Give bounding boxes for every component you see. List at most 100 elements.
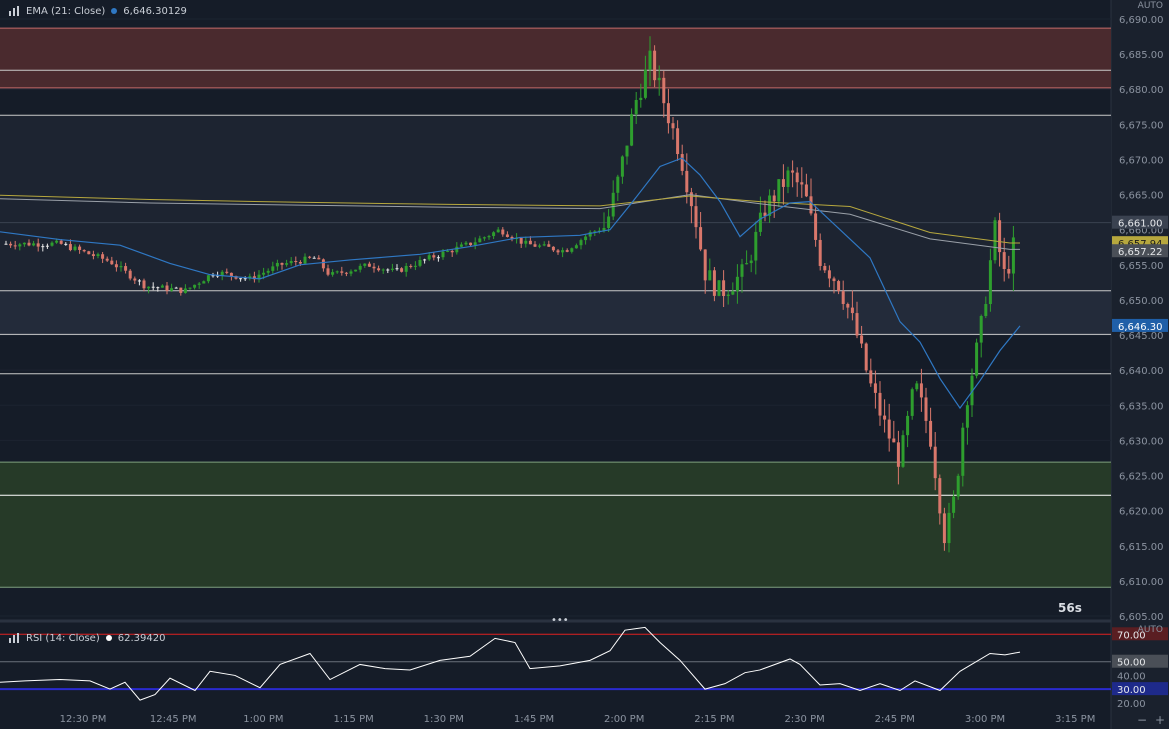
candle-body (929, 420, 933, 447)
price-axis-bg (1111, 0, 1169, 729)
time-tick-label: 2:30 PM (784, 714, 824, 725)
price-label-bg (1112, 244, 1168, 258)
candle-body (947, 512, 951, 544)
candle-body (82, 249, 86, 252)
candle-body (708, 270, 712, 281)
candle-body (68, 244, 72, 251)
time-tick-label: 1:15 PM (333, 714, 373, 725)
rsi-legend[interactable]: RSI (14: Close) 62.39420 (8, 632, 165, 644)
bar-countdown: 56s (1058, 601, 1082, 615)
candle-body (754, 231, 758, 261)
candle-body (639, 97, 643, 100)
candle-body (27, 242, 31, 246)
candle-body (970, 375, 974, 406)
candle-body (887, 419, 891, 439)
rsi-level-label-bg (1112, 654, 1168, 668)
candle-body (551, 246, 555, 251)
candle-body (50, 242, 54, 246)
candle-body (519, 237, 523, 244)
candle-body (229, 272, 233, 277)
price-tick-label: 6,620.00 (1119, 507, 1164, 518)
candle-body (73, 246, 77, 251)
candle-body (317, 257, 321, 260)
candle-body (413, 265, 417, 267)
candle-body (262, 272, 266, 275)
candle-body (395, 268, 399, 270)
rsi-legend-value: 62.39420 (117, 632, 166, 644)
candle-body (22, 242, 26, 245)
candle-body (869, 370, 873, 384)
candle-body (749, 260, 753, 264)
candle-body (827, 270, 831, 279)
candle-body (450, 250, 454, 253)
candle-body (878, 392, 882, 416)
candle-body (326, 268, 330, 275)
price-scale-auto-toggle[interactable]: AUTO (1137, 1, 1163, 11)
candle-body (694, 206, 698, 228)
ema21-line (0, 157, 1021, 410)
candle-body (78, 246, 82, 250)
candle-body (423, 259, 427, 261)
candle-body (179, 287, 183, 293)
rsi-level-label-bg (1112, 627, 1168, 641)
candle-body (680, 154, 684, 171)
candle-body (602, 227, 606, 231)
candle-body (933, 446, 937, 479)
zoom-in-button[interactable]: + (1154, 713, 1165, 727)
ema-gold-line (0, 194, 1020, 244)
time-tick-label: 12:30 PM (60, 714, 107, 725)
candle-body (110, 260, 114, 265)
candle-body (993, 220, 997, 261)
candle-body (910, 389, 914, 416)
ema-legend[interactable]: EMA (21: Close) 6,646.30129 (8, 5, 187, 17)
candle-body (64, 243, 68, 245)
candle-body (685, 170, 689, 193)
candle-body (363, 263, 367, 266)
pane-resize-handle[interactable]: ••• (551, 615, 569, 626)
candle-body (896, 442, 900, 467)
candle-body (372, 266, 376, 269)
candle-body (312, 257, 316, 259)
candle-body (758, 212, 762, 232)
candle-body (901, 435, 905, 467)
candle-body (593, 231, 597, 233)
candle-body (87, 251, 91, 255)
rsi-scale-auto-toggle[interactable]: AUTO (1137, 625, 1163, 635)
candle-body (556, 250, 560, 253)
price-tick-label: 6,670.00 (1119, 155, 1164, 166)
candle-body (942, 513, 946, 544)
candle-body (55, 240, 59, 243)
price-zone (0, 290, 1111, 335)
candle-body (712, 270, 716, 296)
candle-body (883, 415, 887, 420)
rsi-pane-bg (0, 624, 1111, 706)
candle-body (786, 170, 790, 187)
candle-body (404, 265, 408, 272)
candle-body (128, 270, 132, 279)
candle-body (390, 268, 394, 270)
candle-body (188, 287, 192, 289)
candle-body (616, 176, 620, 193)
candle-body (321, 259, 325, 269)
candle-body (41, 246, 45, 248)
price-label-bg (1112, 318, 1168, 332)
candle-body (216, 275, 220, 277)
zoom-out-button[interactable]: − (1136, 713, 1147, 727)
candle-body (528, 240, 532, 245)
candle-body (358, 265, 362, 270)
candle-body (676, 128, 680, 155)
candle-body (533, 244, 537, 247)
candle-body (984, 304, 988, 317)
time-tick-label: 3:15 PM (1055, 714, 1095, 725)
candle-body (257, 274, 261, 280)
candle-body (919, 383, 923, 398)
candle-body (570, 248, 574, 252)
price-label: 6,657.22 (1118, 247, 1163, 258)
price-tick-label: 6,665.00 (1119, 191, 1164, 202)
rsi-tick-label: 50.00 (1117, 658, 1146, 669)
candle-body (418, 259, 422, 266)
candle-body (151, 286, 155, 288)
candle-body (335, 271, 339, 273)
ema-legend-name: EMA (21: Close) (26, 5, 106, 17)
